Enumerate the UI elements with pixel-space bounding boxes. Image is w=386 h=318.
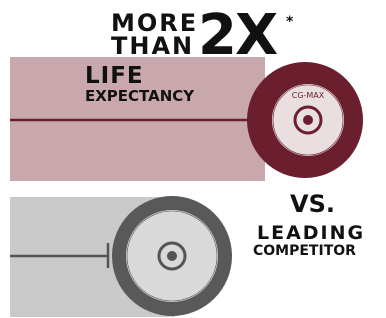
infographic: CG-MAX MORE THAN 2X * LIFE EXPECTANCY VS… (0, 0, 386, 318)
multiplier: 2X (198, 3, 278, 68)
headline-line: THAN (111, 32, 194, 60)
asterisk: * (286, 14, 294, 30)
wheel-label: CG-MAX (292, 91, 325, 100)
competitor-line: LEADING (257, 222, 365, 244)
hub-dot (303, 115, 313, 125)
headline-line: EXPECTANCY (85, 87, 195, 105)
headline-line: LIFE (85, 63, 144, 89)
hub-dot (167, 251, 177, 261)
vs-label: VS. (290, 190, 335, 218)
competitor-line: COMPETITOR (253, 243, 356, 259)
